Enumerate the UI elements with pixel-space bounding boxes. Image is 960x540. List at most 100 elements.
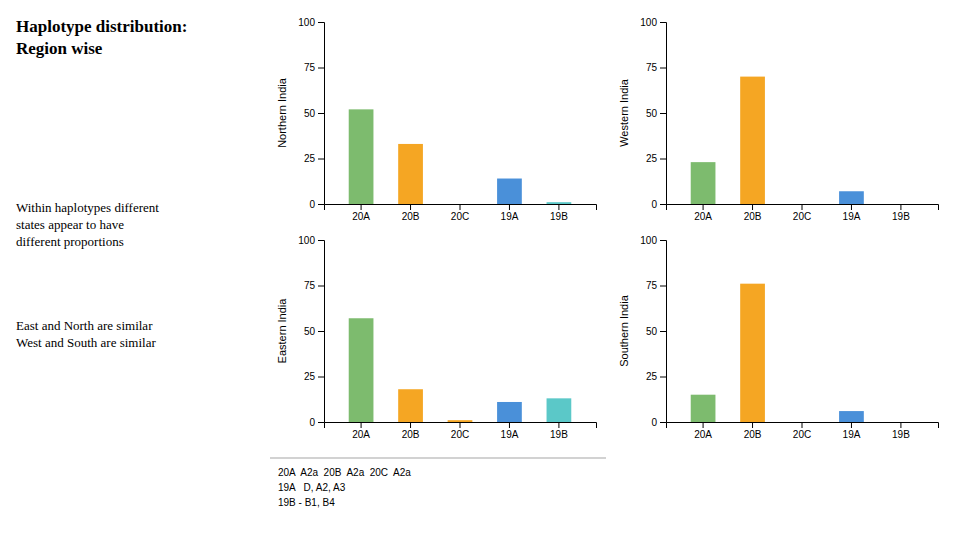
tick-label: 75 bbox=[304, 62, 316, 73]
bar bbox=[448, 420, 473, 422]
x-axis: 20A 20B 20C 19A 19B bbox=[667, 204, 939, 222]
text-line: West and South are similar bbox=[16, 335, 156, 350]
bar-chart: 025507510020A20B20C19A19BNorthern India bbox=[276, 17, 597, 222]
tick-label: 50 bbox=[646, 108, 658, 119]
tick-mark bbox=[900, 422, 901, 428]
tick-label: 19A bbox=[843, 429, 861, 440]
axis-line bbox=[318, 241, 325, 423]
tick-mark bbox=[703, 204, 704, 210]
tick-mark bbox=[752, 204, 753, 210]
tick-mark bbox=[660, 204, 666, 205]
x-tick: 19B bbox=[892, 422, 910, 440]
y-tick: 75 bbox=[646, 280, 666, 291]
bar bbox=[398, 144, 423, 204]
x-tick: 20C bbox=[451, 422, 469, 440]
y-tick: 50 bbox=[646, 326, 666, 337]
bar bbox=[691, 162, 716, 204]
tick-label: 19B bbox=[550, 429, 568, 440]
x-tick: 19B bbox=[892, 204, 910, 222]
tick-label: 19B bbox=[892, 429, 910, 440]
y-tick: 100 bbox=[640, 17, 666, 28]
tick-label: 25 bbox=[304, 153, 316, 164]
subtitle: East and North are similarWest and South… bbox=[16, 318, 156, 350]
tick-mark bbox=[318, 68, 324, 69]
tick-mark bbox=[410, 422, 411, 428]
tick-mark bbox=[660, 68, 666, 69]
x-tick: 19A bbox=[501, 422, 519, 440]
tick-label: 20A bbox=[352, 429, 370, 440]
tick-label: 20C bbox=[793, 211, 811, 222]
x-tick: 20A bbox=[352, 204, 370, 222]
x-tick: 20A bbox=[694, 204, 712, 222]
tick-mark bbox=[361, 204, 362, 210]
axis-line bbox=[660, 23, 667, 205]
y-tick: 25 bbox=[646, 153, 666, 164]
y-tick: 75 bbox=[646, 62, 666, 73]
tick-mark bbox=[318, 286, 324, 287]
note: 19B - B1, B4 bbox=[278, 497, 335, 508]
tick-mark bbox=[509, 204, 510, 210]
x-tick: 19A bbox=[501, 204, 519, 222]
tick-label: 20C bbox=[451, 429, 469, 440]
x-tick: 20B bbox=[402, 422, 420, 440]
tick-mark bbox=[660, 286, 666, 287]
y-tick: 75 bbox=[304, 280, 324, 291]
tick-mark bbox=[703, 422, 704, 428]
tick-label: 25 bbox=[304, 371, 316, 382]
x-axis: 20A 20B 20C 19A 19B bbox=[325, 422, 597, 440]
tick-label: 20C bbox=[451, 211, 469, 222]
x-tick: 20B bbox=[402, 204, 420, 222]
bar bbox=[740, 77, 765, 204]
y-tick: 100 bbox=[298, 17, 324, 28]
y-axis: 0 25 50 75 100 bbox=[640, 17, 666, 210]
tick-label: 50 bbox=[304, 326, 316, 337]
text-line: Haplotype distribution: bbox=[16, 17, 187, 36]
bar-chart: 025507510020A20B20C19A19BSouthern India bbox=[618, 235, 939, 440]
y-tick: 25 bbox=[304, 153, 324, 164]
tick-label: 25 bbox=[646, 371, 658, 382]
tick-label: 0 bbox=[651, 199, 657, 210]
text-line: Within haplotypes different bbox=[16, 200, 159, 215]
y-tick: 100 bbox=[640, 235, 666, 246]
bar-chart: 025507510020A20B20C19A19BEastern India bbox=[276, 235, 597, 440]
axis-line bbox=[325, 423, 597, 429]
tick-label: 100 bbox=[298, 17, 315, 28]
axis-line bbox=[667, 205, 939, 211]
tick-mark bbox=[660, 377, 666, 378]
x-tick: 19A bbox=[843, 204, 861, 222]
tick-mark bbox=[460, 422, 461, 428]
y-tick: 50 bbox=[646, 108, 666, 119]
y-tick: 0 bbox=[309, 199, 324, 210]
x-tick: 20A bbox=[352, 422, 370, 440]
text-line: states appear to have bbox=[16, 217, 124, 232]
tick-label: 20A bbox=[694, 211, 712, 222]
y-tick: 25 bbox=[304, 371, 324, 382]
tick-mark bbox=[410, 204, 411, 210]
x-tick: 19A bbox=[843, 422, 861, 440]
y-tick: 75 bbox=[304, 62, 324, 73]
x-tick: 19B bbox=[550, 422, 568, 440]
tick-mark bbox=[318, 377, 324, 378]
tick-mark bbox=[361, 422, 362, 428]
tick-mark bbox=[318, 422, 324, 423]
bar bbox=[839, 411, 864, 422]
tick-label: 20B bbox=[402, 211, 420, 222]
tick-mark bbox=[660, 22, 666, 23]
tick-label: 100 bbox=[298, 235, 315, 246]
axis-line bbox=[325, 205, 597, 211]
x-tick: 20B bbox=[744, 204, 762, 222]
bars bbox=[691, 284, 864, 422]
bar bbox=[790, 422, 815, 423]
tick-label: 0 bbox=[651, 417, 657, 428]
tick-label: 75 bbox=[646, 62, 658, 73]
tick-mark bbox=[318, 240, 324, 241]
tick-mark bbox=[851, 204, 852, 210]
tick-label: 100 bbox=[640, 235, 657, 246]
y-tick: 0 bbox=[309, 417, 324, 428]
tick-label: 50 bbox=[304, 108, 316, 119]
tick-label: 0 bbox=[309, 417, 315, 428]
tick-label: 100 bbox=[640, 17, 657, 28]
y-axis: 0 25 50 75 100 bbox=[298, 17, 324, 210]
x-axis: 20A20B20C19A19B bbox=[325, 204, 597, 222]
tick-mark bbox=[802, 422, 803, 428]
